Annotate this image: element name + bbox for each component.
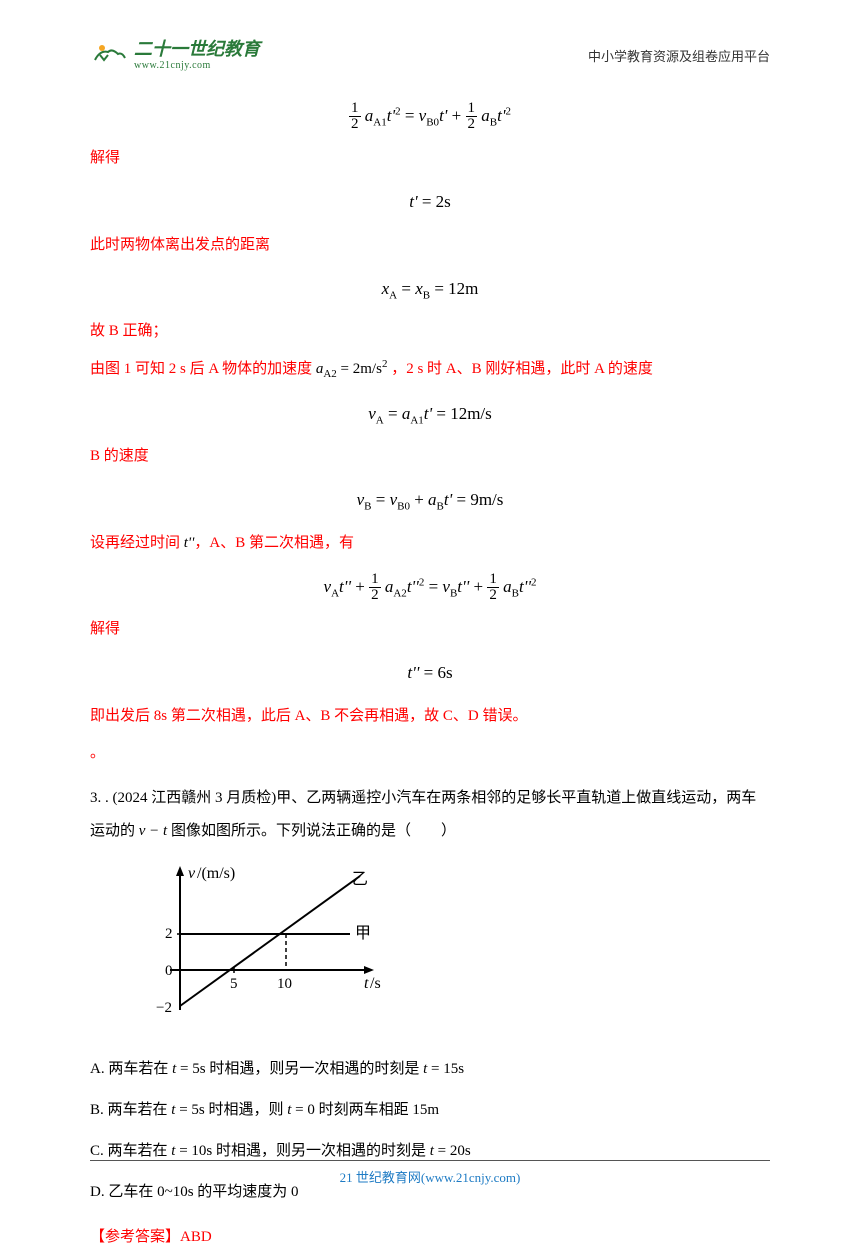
svg-text:甲: 甲 xyxy=(355,925,371,942)
svg-text:−2: −2 xyxy=(156,1000,172,1016)
header-right-text: 中小学教育资源及组卷应用平台 xyxy=(588,46,770,65)
equation-1: 12 aA1t'2 = vB0t' + 12 aBt'2 xyxy=(90,97,770,135)
vt-graph: v /(m/s) t /s 2 0 −2 5 10 甲 乙 xyxy=(130,860,770,1043)
equation-4: vA = aA1t' = 12m/s xyxy=(90,395,770,433)
logo: 二十一世纪教育 www.21cnjy.com xyxy=(90,40,260,71)
logo-sub: www.21cnjy.com xyxy=(134,60,260,71)
svg-text:0: 0 xyxy=(165,963,173,979)
logo-main: 二十一世纪教育 xyxy=(134,40,260,60)
text-jiede-2: 解得 xyxy=(90,613,770,646)
answer-value: ABD xyxy=(180,1229,212,1245)
page-footer: 21 世纪教育网(www.21cnjy.com) xyxy=(90,1160,770,1186)
logo-icon xyxy=(90,40,130,70)
page-content: 12 aA1t'2 = vB0t' + 12 aBt'2 解得 t' = 2s … xyxy=(90,97,770,1254)
text-b-correct: 故 B 正确； xyxy=(90,315,770,348)
question-3-intro: 3. . (2024 江西赣州 3 月质检)甲、乙两辆遥控小汽车在两条相邻的足够… xyxy=(90,782,770,848)
q3-suffix: 图像如图所示。下列说法正确的是（ ） xyxy=(171,823,456,839)
page-header: 二十一世纪教育 www.21cnjy.com 中小学教育资源及组卷应用平台 xyxy=(90,40,770,77)
text-b-speed: B 的速度 xyxy=(90,440,770,473)
intro-pre: 由图 1 可知 2 s 后 A 物体的加速度 xyxy=(90,361,316,377)
q3-vt: v − t xyxy=(135,823,171,839)
text-graph-intro: 由图 1 可知 2 s 后 A 物体的加速度 aA2 = 2m/s2 ，2 s … xyxy=(90,352,770,386)
equation-7: t'' = 6s xyxy=(90,654,770,691)
answer-label: 【参考答案】 xyxy=(90,1229,180,1245)
text-period: 。 xyxy=(90,737,770,770)
text-distance: 此时两物体离出发点的距离 xyxy=(90,229,770,262)
text-jiede-1: 解得 xyxy=(90,142,770,175)
svg-text:10: 10 xyxy=(277,976,292,992)
text-conclusion: 即出发后 8s 第二次相遇，此后 A、B 不会再相遇，故 C、D 错误。 xyxy=(90,700,770,733)
option-a: A. 两车若在 t = 5s 时相遇，则另一次相遇的时刻是 t = 15s xyxy=(90,1053,770,1086)
svg-text:乙: 乙 xyxy=(352,871,368,888)
intro-post: ，2 s 时 A、B 刚好相遇，此时 A 的速度 xyxy=(387,361,652,377)
equation-6: vAt'' + 12 aA2t''2 = vBt'' + 12 aBt''2 xyxy=(90,568,770,606)
equation-2: t' = 2s xyxy=(90,183,770,220)
svg-text:v: v xyxy=(188,865,196,882)
svg-text:t: t xyxy=(364,975,369,992)
svg-text:5: 5 xyxy=(230,976,238,992)
svg-text:/s: /s xyxy=(370,975,381,992)
equation-5: vB = vB0 + aBt' = 9m/s xyxy=(90,481,770,519)
svg-text:2: 2 xyxy=(165,926,173,942)
text-second-meet: 设再经过时间 t''，A、B 第二次相遇，有 xyxy=(90,527,770,560)
answer-line: 【参考答案】ABD xyxy=(90,1221,770,1254)
svg-text:/(m/s): /(m/s) xyxy=(197,865,235,882)
option-b: B. 两车若在 t = 5s 时相遇，则 t = 0 时刻两车相距 15m xyxy=(90,1094,770,1127)
equation-3: xA = xB = 12m xyxy=(90,270,770,308)
logo-text: 二十一世纪教育 www.21cnjy.com xyxy=(134,40,260,71)
